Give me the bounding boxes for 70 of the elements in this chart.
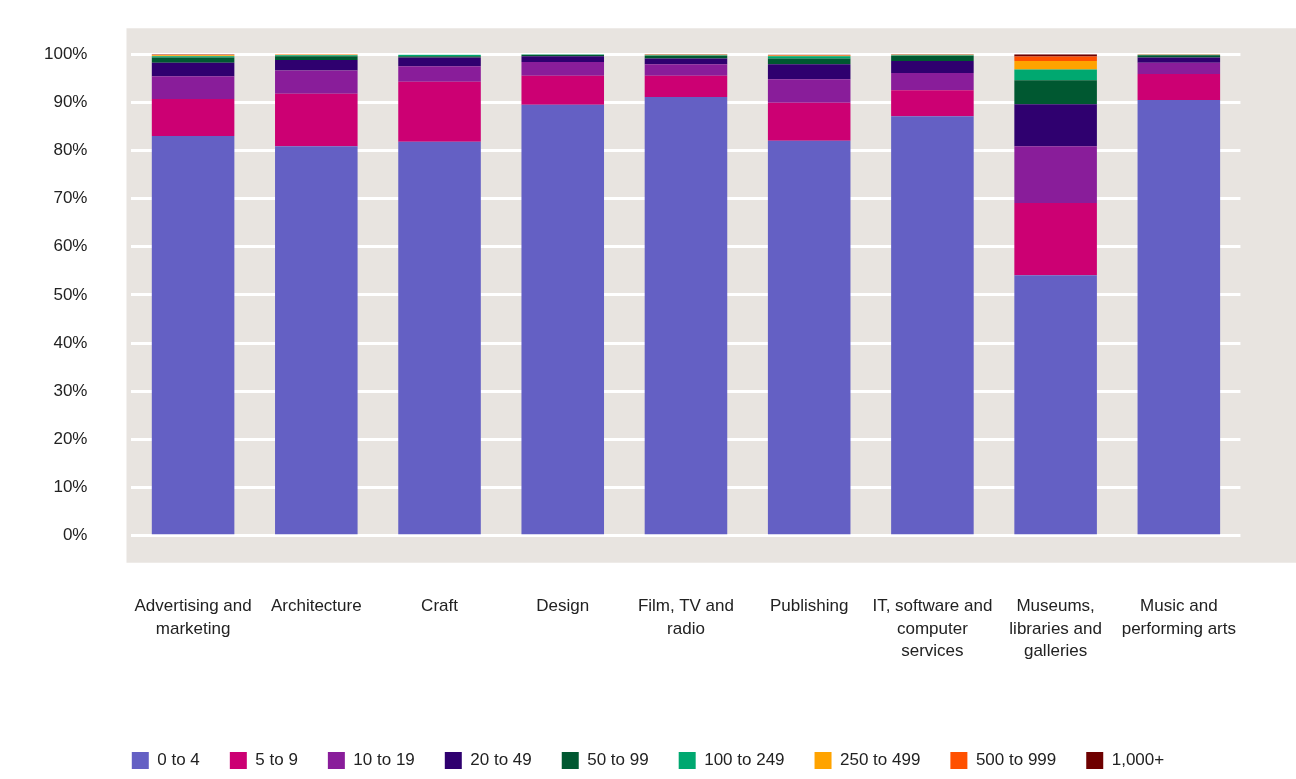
bar (151, 136, 235, 535)
bar (1137, 73, 1221, 100)
legend-label: 5 to 9 (255, 750, 298, 770)
y-tick-label: 10% (53, 477, 88, 497)
bar (891, 72, 974, 91)
bar (1014, 202, 1097, 276)
bar (767, 140, 851, 535)
bar (275, 70, 358, 94)
bar (521, 56, 605, 62)
bar (1137, 99, 1221, 535)
bar (151, 98, 235, 137)
bar (151, 62, 235, 77)
y-tick-label: 20% (53, 429, 88, 449)
x-tick-label: Museums, libraries and galleries (1009, 596, 1102, 660)
bar (275, 93, 358, 147)
bar (644, 75, 728, 98)
bar (891, 60, 974, 73)
bar (521, 61, 605, 76)
legend-label: 0 to 4 (157, 750, 200, 770)
legend-label: 50 to 99 (587, 750, 649, 770)
bar (644, 64, 728, 76)
bar (644, 97, 728, 535)
legend-label: 250 to 499 (840, 750, 921, 770)
bar (1014, 80, 1097, 105)
bar (1014, 56, 1097, 61)
y-tick-label: 30% (53, 380, 88, 400)
legend-label: 100 to 249 (704, 750, 785, 770)
bar (521, 75, 605, 105)
bar (398, 141, 481, 535)
bar (398, 57, 481, 67)
bar (151, 57, 235, 63)
x-tick-label: Design (536, 596, 590, 616)
legend-label: 20 to 49 (470, 750, 532, 770)
y-tick-label: 50% (53, 284, 88, 304)
legend-label: 10 to 19 (353, 750, 415, 770)
bar (1137, 57, 1221, 63)
y-tick-label: 60% (53, 236, 88, 256)
y-tick-label: 40% (53, 332, 88, 352)
y-tick-label: 0% (62, 525, 88, 545)
bar (767, 102, 851, 141)
bar (521, 104, 605, 535)
bar (151, 76, 235, 99)
y-tick-label: 80% (53, 140, 88, 160)
x-tick-label: Craft (421, 596, 459, 616)
bar (891, 55, 974, 61)
bar (398, 81, 481, 142)
x-tick-label: IT, software and computer services (872, 596, 993, 660)
bar (1014, 146, 1097, 203)
bar (1014, 69, 1097, 81)
bar (891, 90, 974, 117)
bar (1014, 104, 1097, 147)
x-tick-label: Architecture (270, 596, 362, 616)
x-tick-label: Music and performing arts (1121, 596, 1236, 638)
bar (398, 66, 481, 82)
legend-label: 500 to 999 (975, 750, 1057, 770)
bar (1014, 275, 1097, 535)
bar (767, 64, 851, 80)
x-tick-label: Advertising and marketing (134, 596, 252, 638)
y-tick-label: 90% (53, 92, 88, 112)
x-tick-label: Publishing (769, 596, 849, 616)
bar (1137, 62, 1221, 74)
y-tick-label: 70% (53, 188, 88, 208)
bar (275, 146, 358, 535)
y-tick-label: 100% (44, 43, 88, 63)
legend-label: 1,000+ (1111, 750, 1165, 770)
bar (891, 116, 974, 535)
bar (1014, 60, 1097, 70)
bar (275, 59, 358, 71)
x-tick-label: Film, TV and radio (637, 596, 734, 638)
bar (767, 79, 851, 103)
